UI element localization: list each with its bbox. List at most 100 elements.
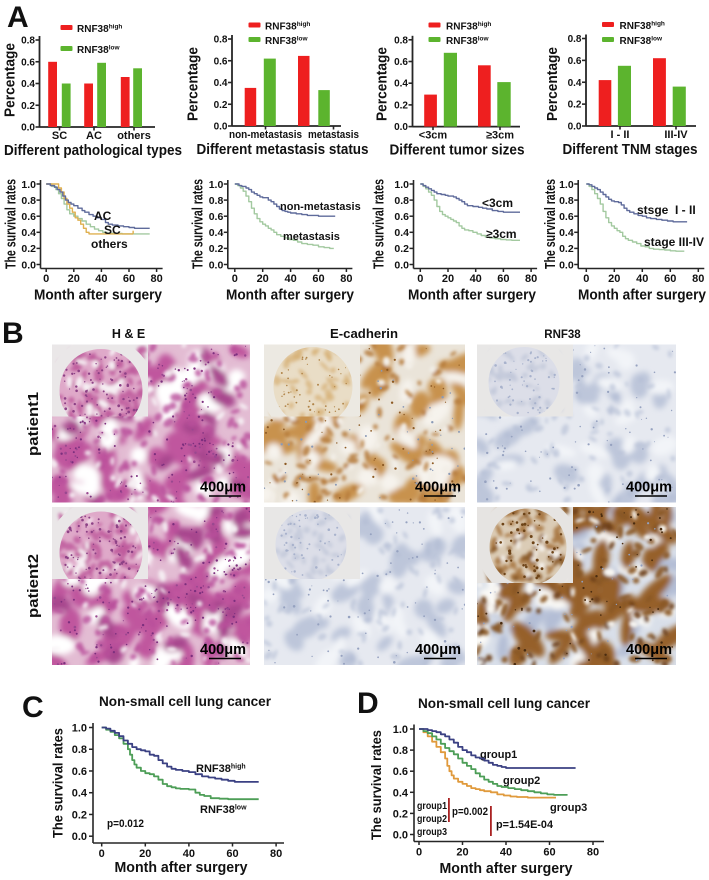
svg-text:Different pathological types: Different pathological types: [4, 142, 182, 159]
svg-text:0.8: 0.8: [209, 195, 224, 207]
svg-text:E-cadherin: E-cadherin: [330, 326, 398, 341]
svg-text:Month after surgery: Month after surgery: [115, 859, 249, 876]
svg-text:Different metastasis status: Different metastasis status: [197, 141, 369, 158]
svg-text:0.2: 0.2: [568, 100, 582, 111]
svg-text:patient2: patient2: [26, 554, 42, 618]
svg-text:0.4: 0.4: [209, 227, 224, 239]
svg-text:0.6: 0.6: [209, 211, 224, 223]
svg-text:SC: SC: [104, 223, 121, 237]
svg-text:p=1.54E-04: p=1.54E-04: [496, 819, 554, 831]
svg-text:stsge I - II: stsge I - II: [637, 203, 696, 217]
svg-text:group3: group3: [550, 802, 587, 814]
svg-text:0.4: 0.4: [21, 227, 36, 239]
svg-text:0.0: 0.0: [393, 830, 408, 842]
svg-text:The survival rates: The survival rates: [4, 179, 20, 269]
svg-text:60: 60: [123, 273, 135, 285]
svg-text:D: D: [357, 687, 379, 720]
svg-text:A: A: [7, 1, 29, 34]
svg-text:<3cm: <3cm: [419, 130, 448, 142]
svg-text:0.2: 0.2: [394, 243, 409, 255]
svg-text:AC: AC: [86, 130, 102, 142]
svg-text:0: 0: [417, 273, 423, 285]
svg-text:0.8: 0.8: [214, 35, 228, 46]
svg-text:0.2: 0.2: [209, 243, 224, 255]
svg-text:Different TNM stages: Different TNM stages: [563, 141, 698, 158]
svg-text:C: C: [22, 691, 44, 724]
svg-text:0.4: 0.4: [214, 78, 228, 89]
svg-text:40: 40: [183, 848, 195, 860]
svg-text:0.2: 0.2: [559, 243, 574, 255]
svg-text:0: 0: [43, 273, 49, 285]
svg-text:RNF38high: RNF38high: [446, 21, 491, 33]
svg-text:1.0: 1.0: [394, 179, 409, 191]
svg-text:40: 40: [284, 273, 296, 285]
svg-text:B: B: [2, 317, 24, 350]
svg-text:0.6: 0.6: [568, 56, 582, 67]
svg-text:The survival rates: The survival rates: [51, 728, 66, 838]
svg-text:0.8: 0.8: [394, 195, 409, 207]
svg-text:0.2: 0.2: [393, 808, 408, 820]
svg-text:AC: AC: [94, 209, 112, 223]
svg-text:0.8: 0.8: [21, 36, 35, 47]
svg-text:metastasis: metastasis: [283, 231, 340, 243]
svg-text:RNF38low: RNF38low: [77, 45, 120, 57]
svg-text:Month after surgery: Month after surgery: [578, 287, 707, 304]
svg-text:non-metastasis: non-metastasis: [280, 201, 361, 213]
svg-text:40: 40: [470, 273, 482, 285]
svg-text:p=0.002: p=0.002: [452, 806, 488, 818]
svg-text:Non-small cell lung cancer: Non-small cell lung cancer: [99, 694, 272, 709]
svg-text:RNF38high: RNF38high: [620, 21, 665, 33]
svg-text:0.4: 0.4: [394, 227, 409, 239]
svg-text:0.8: 0.8: [568, 34, 582, 45]
svg-text:0.8: 0.8: [394, 35, 408, 46]
svg-text:Percentage: Percentage: [185, 47, 202, 121]
svg-text:80: 80: [150, 273, 162, 285]
svg-text:RNF38high: RNF38high: [265, 21, 310, 33]
svg-text:0.4: 0.4: [21, 79, 35, 90]
svg-text:Different tumor sizes: Different tumor sizes: [390, 142, 525, 159]
svg-text:group1: group1: [480, 749, 517, 761]
svg-text:60: 60: [312, 273, 324, 285]
svg-text:others: others: [117, 130, 151, 142]
svg-text:400μm: 400μm: [626, 480, 672, 496]
svg-text:0: 0: [416, 847, 422, 859]
svg-text:non-metastasis: non-metastasis: [229, 129, 302, 141]
svg-text:0.2: 0.2: [21, 243, 36, 255]
svg-text:0.2: 0.2: [21, 101, 35, 112]
svg-text:≥3cm: ≥3cm: [486, 130, 514, 142]
svg-text:60: 60: [226, 848, 238, 860]
svg-text:RNF38high: RNF38high: [77, 24, 122, 36]
svg-text:p=0.012: p=0.012: [107, 818, 144, 830]
svg-text:0.8: 0.8: [559, 195, 574, 207]
svg-text:0.6: 0.6: [393, 766, 408, 778]
svg-text:20: 20: [68, 273, 80, 285]
svg-text:1.0: 1.0: [209, 179, 224, 191]
svg-text:40: 40: [500, 847, 512, 859]
svg-text:others: others: [91, 237, 128, 251]
svg-text:60: 60: [497, 273, 509, 285]
svg-text:patient1: patient1: [26, 392, 42, 456]
svg-text:60: 60: [543, 847, 555, 859]
svg-text:The survival rates: The survival rates: [191, 179, 207, 269]
svg-text:Month after surgery: Month after surgery: [34, 287, 163, 304]
svg-text:20: 20: [257, 273, 269, 285]
svg-text:H & E: H & E: [112, 327, 145, 341]
svg-text:The survival rates: The survival rates: [369, 730, 384, 840]
svg-text:0.0: 0.0: [209, 259, 224, 271]
svg-text:<3cm: <3cm: [482, 196, 513, 210]
svg-text:80: 80: [270, 848, 282, 860]
svg-text:0.8: 0.8: [393, 745, 408, 757]
svg-text:0.0: 0.0: [21, 123, 35, 134]
svg-text:1.0: 1.0: [393, 724, 408, 736]
svg-text:0.8: 0.8: [21, 195, 36, 207]
svg-text:80: 80: [587, 847, 599, 859]
svg-text:0.6: 0.6: [394, 57, 408, 68]
svg-text:Month after surgery: Month after surgery: [226, 287, 355, 304]
svg-text:60: 60: [664, 273, 676, 285]
svg-text:I - II: I - II: [611, 129, 630, 141]
svg-text:20: 20: [456, 847, 468, 859]
svg-text:The survival rates: The survival rates: [372, 179, 388, 269]
svg-text:0.6: 0.6: [72, 766, 87, 778]
svg-text:RNF38low: RNF38low: [265, 36, 308, 48]
svg-text:1.0: 1.0: [72, 723, 87, 735]
